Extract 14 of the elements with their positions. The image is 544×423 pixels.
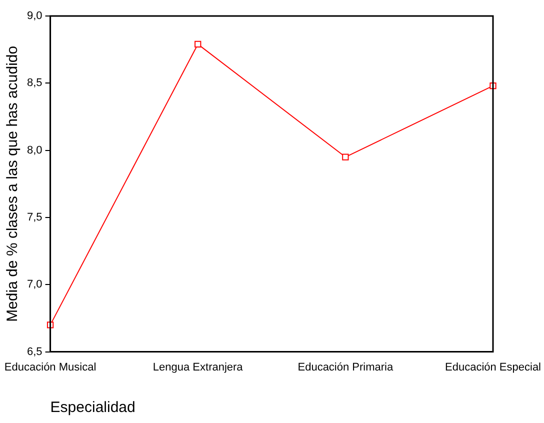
y-tick-label: 8,0: [26, 144, 42, 156]
y-tick-label: 8,5: [26, 77, 42, 90]
y-tick-label: 7,5: [26, 212, 42, 224]
y-axis-title: Media de % clases a las que has acudido: [4, 46, 22, 322]
x-tick-label: Educación Especial: [444, 361, 542, 374]
point: [342, 154, 349, 160]
point: [194, 40, 202, 48]
x-tick-label: Lengua Extranjera: [152, 361, 244, 374]
y-tick-label: 9,0: [26, 10, 42, 22]
x-tick-label: Educación Primaria: [298, 361, 394, 374]
x-tick-label: Educación Musical: [4, 361, 96, 374]
y-tick-label: 6,5: [26, 346, 42, 358]
y-tick-label: 7,0: [26, 278, 42, 291]
x-axis-title: Especialidad: [50, 399, 136, 416]
